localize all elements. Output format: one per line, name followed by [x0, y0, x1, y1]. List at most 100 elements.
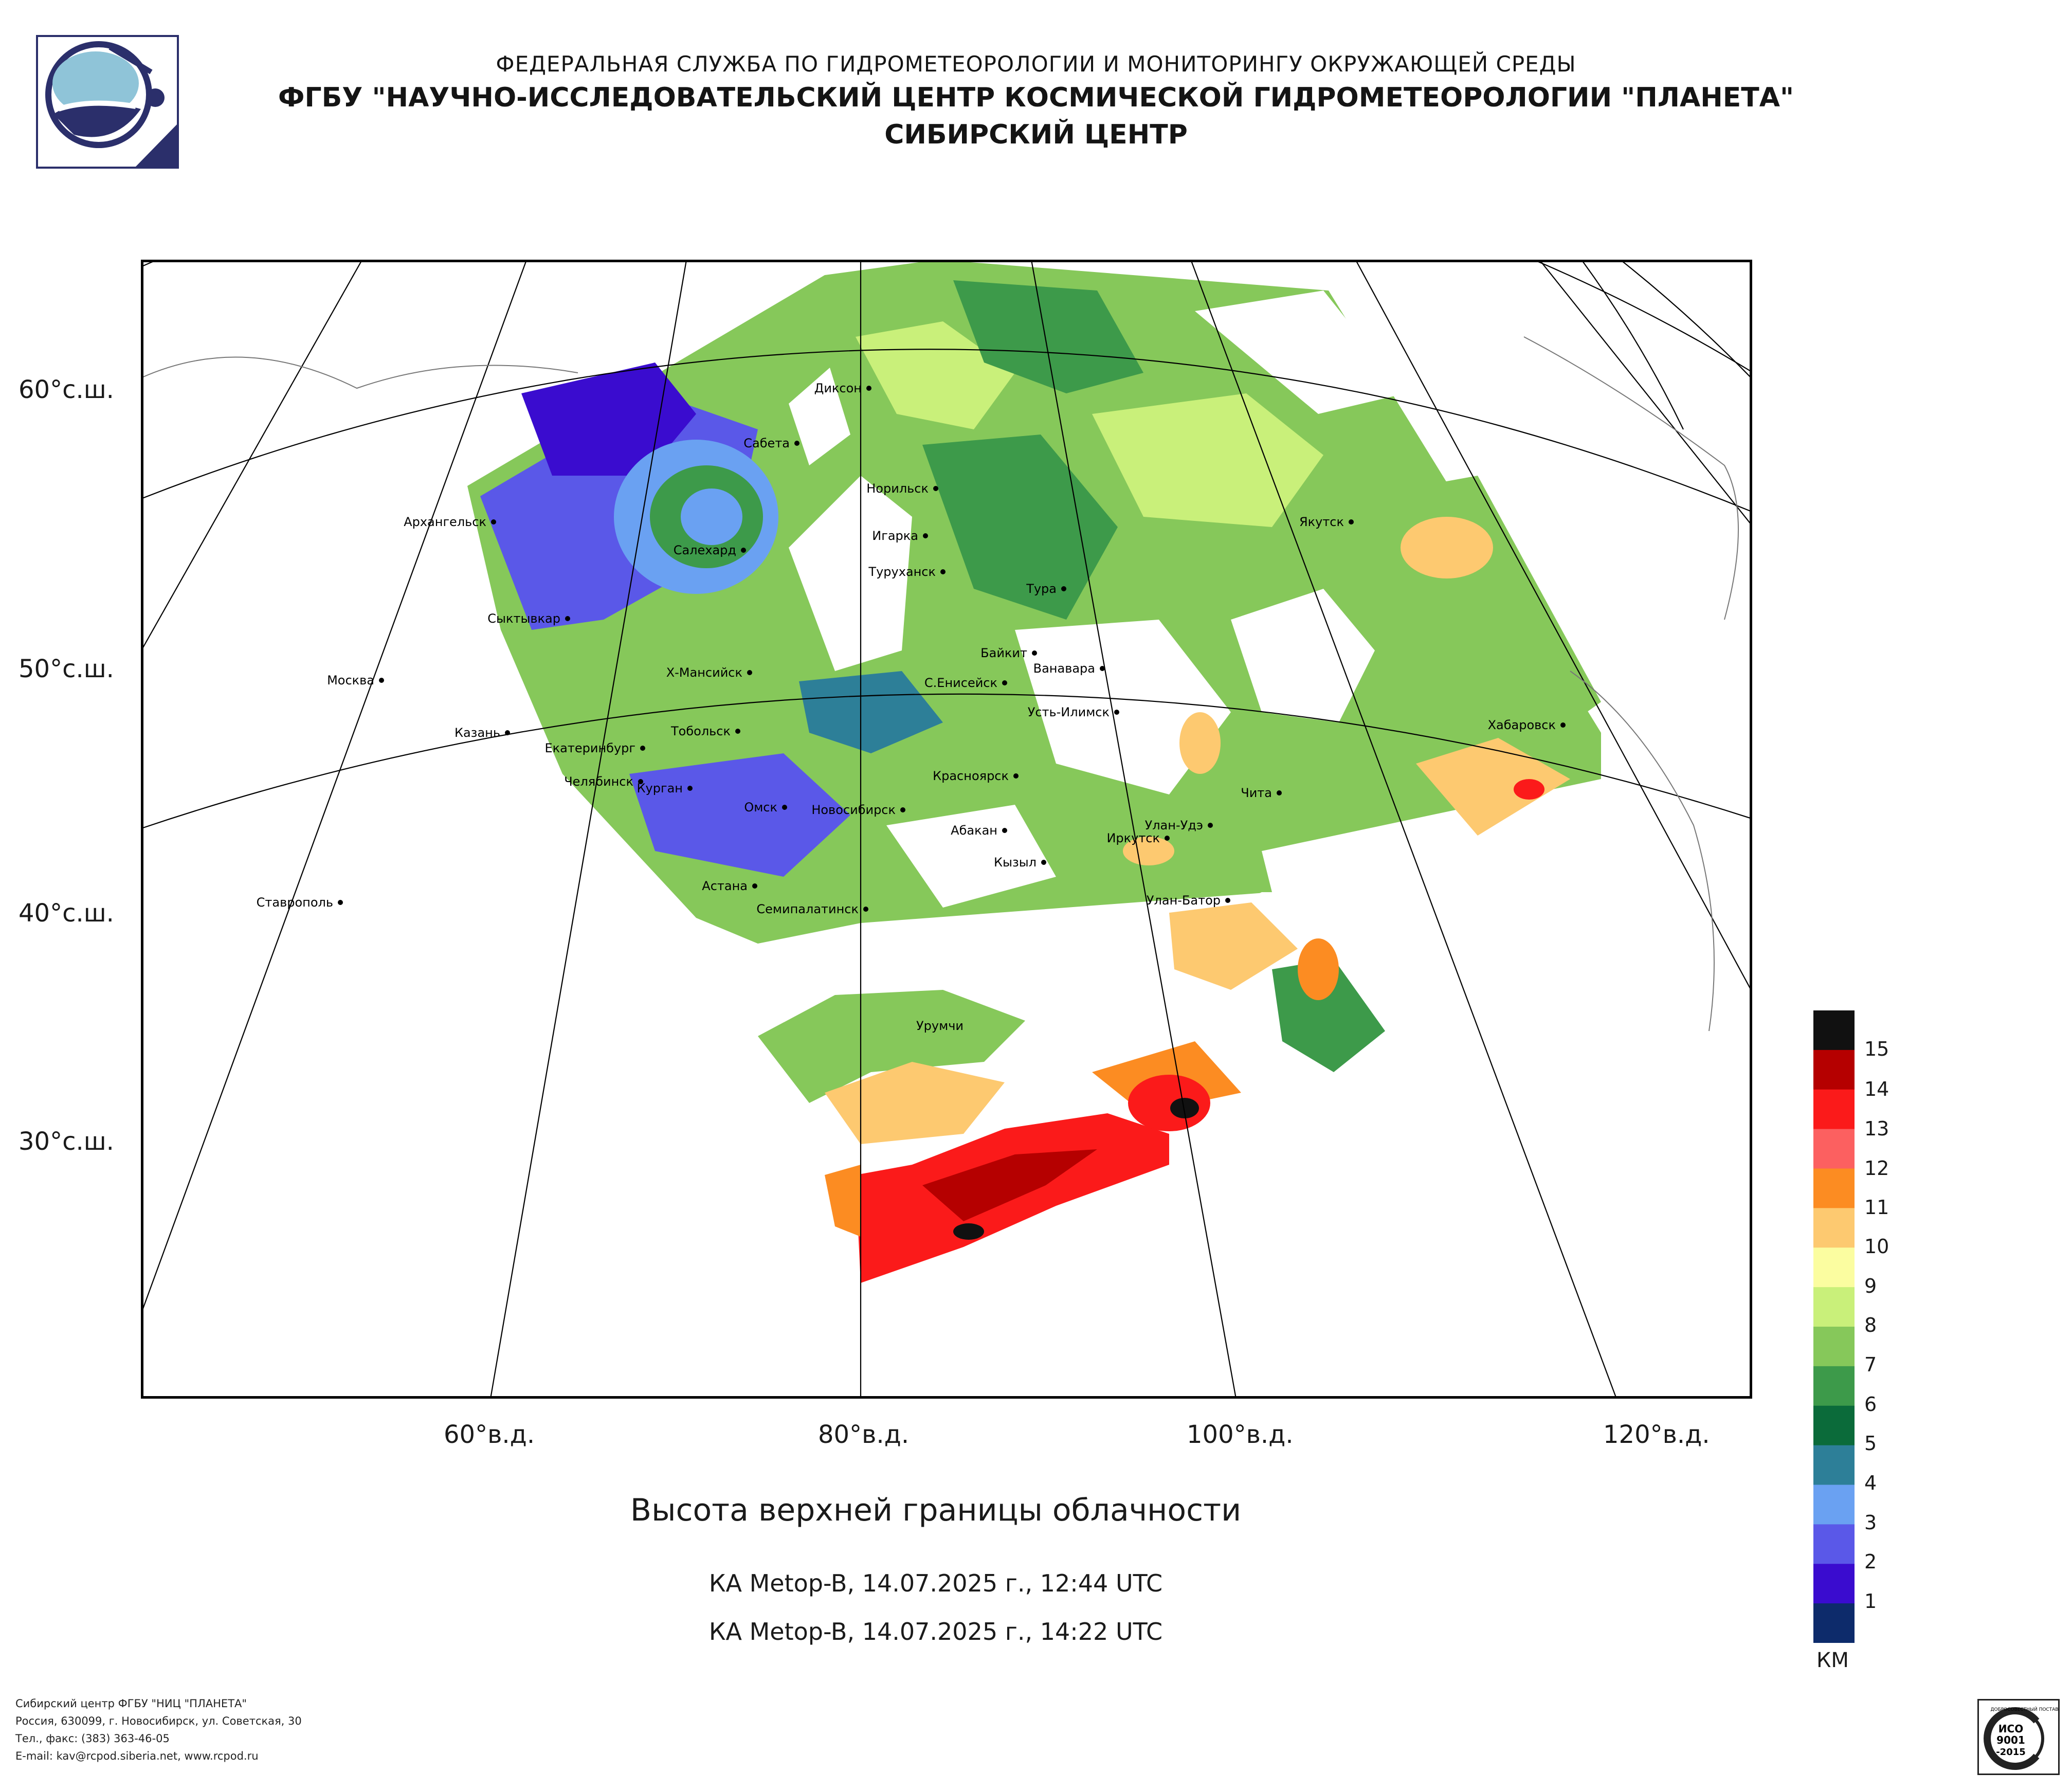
svg-text:Тура: Тура — [1026, 582, 1057, 596]
legend-label-6: 6 — [1864, 1393, 1877, 1416]
city-tobolsk: Тобольск — [670, 724, 740, 738]
city-sabeta: Сабета — [743, 436, 799, 450]
svg-text:Туруханск: Туруханск — [868, 565, 936, 579]
satellite-pass-1: КА Metop-B, 14.07.2025 г., 12:44 UTC — [708, 1569, 1163, 1597]
city-yakutsk: Якутск — [1299, 515, 1354, 529]
city-kazan: Казань — [455, 726, 510, 740]
city-chelyabinsk: Челябинск — [564, 774, 643, 789]
city-norilsk: Норильск — [866, 481, 938, 496]
cloud-swath-south — [758, 892, 1390, 1283]
svg-text:Х-Мансийск: Х-Мансийск — [666, 665, 742, 680]
svg-text:9001: 9001 — [1996, 1734, 2025, 1746]
cloud-top-height-map: Диксон Сабета Норильск Архангельск Салех… — [140, 259, 1753, 1399]
footer-line-4: E-mail: kav@rcpod.siberia.net, www.rcpod… — [15, 1750, 259, 1762]
svg-text:Красноярск: Красноярск — [933, 769, 1009, 783]
legend-label-14: 14 — [1864, 1078, 1889, 1100]
city-kh-mansiysk: Х-Мансийск — [666, 665, 752, 680]
city-dikson: Диксон — [814, 381, 871, 395]
legend-label-1: 1 — [1864, 1590, 1877, 1613]
svg-text:Абакан: Абакан — [951, 823, 997, 838]
svg-text:Новосибирск: Новосибирск — [811, 803, 896, 817]
legend-swatch — [1813, 1327, 1855, 1367]
svg-text:Диксон: Диксон — [814, 381, 862, 395]
city-semipalatinsk: Семипалатинск — [756, 902, 868, 916]
svg-text:Салехард: Салехард — [674, 543, 736, 557]
svg-text:Тобольск: Тобольск — [670, 724, 731, 738]
legend-label-4: 4 — [1864, 1472, 1877, 1494]
svg-text:Москва: Москва — [327, 673, 374, 688]
lat-label-30: 30°с.ш. — [19, 1127, 114, 1156]
map-frame — [140, 259, 1753, 1399]
svg-text:С.Енисейск: С.Енисейск — [924, 676, 997, 690]
cloud-swath-north — [467, 260, 1601, 944]
svg-text:Ванавара: Ванавара — [1033, 661, 1095, 676]
svg-text:Норильск: Норильск — [866, 481, 929, 496]
city-igarka: Игарка — [872, 529, 928, 543]
city-khabarovsk: Хабаровск — [1488, 718, 1566, 732]
legend-swatch — [1813, 1010, 1855, 1051]
legend-label-7: 7 — [1864, 1353, 1877, 1376]
legend-swatch — [1813, 1603, 1855, 1643]
city-yekaterinburg: Екатеринбург — [545, 741, 645, 755]
city-chita: Чита — [1241, 786, 1282, 800]
svg-text:Архангельск: Архангельск — [404, 515, 486, 529]
planeta-logo — [36, 35, 179, 169]
legend-swatch — [1813, 1485, 1855, 1525]
legend-swatch — [1813, 1050, 1855, 1090]
city-baykit: Байкит — [980, 646, 1037, 660]
city-s-eniseysk: С.Енисейск — [924, 676, 1007, 690]
legend-unit: КМ — [1816, 1649, 1849, 1672]
map-title: Высота верхней границы облачности — [630, 1492, 1242, 1528]
svg-text:ИСО: ИСО — [1998, 1723, 2023, 1735]
coastlines — [141, 336, 1739, 1032]
legend-label-2: 2 — [1864, 1550, 1877, 1573]
lon-label-120: 120°в.д. — [1603, 1420, 1710, 1449]
footer-line-3: Тел., факс: (383) 363-46-05 — [15, 1732, 170, 1745]
satellite-pass-2: КА Metop-B, 14.07.2025 г., 14:22 UTC — [708, 1618, 1163, 1645]
lon-label-60: 60°в.д. — [444, 1420, 535, 1449]
svg-text:Казань: Казань — [455, 726, 500, 740]
city-stavropol: Ставрополь — [257, 895, 343, 910]
city-novosibirsk: Новосибирск — [811, 803, 905, 817]
svg-text:Усть-Илимск: Усть-Илимск — [1028, 705, 1110, 719]
iso-certification-badge: ДОБРОСОВЕСТНЫЙ ПОСТАВЩИК ИСО 9001 -2015 — [1977, 1699, 2070, 1775]
city-abakan: Абакан — [951, 823, 1007, 838]
city-vanavara: Ванавара — [1033, 661, 1105, 676]
city-ust-ilimsk: Усть-Илимск — [1028, 705, 1119, 719]
svg-text:Улан-Удэ: Улан-Удэ — [1145, 818, 1203, 833]
svg-text:Сабета: Сабета — [743, 436, 790, 450]
graticule — [141, 260, 1752, 1399]
footer-line-1: Сибирский центр ФГБУ "НИЦ "ПЛАНЕТА" — [15, 1697, 247, 1710]
city-turukhansk: Туруханск — [868, 565, 946, 579]
svg-text:Семипалатинск: Семипалатинск — [756, 902, 859, 916]
lon-label-100: 100°в.д. — [1187, 1420, 1294, 1449]
svg-text:Урумчи: Урумчи — [916, 1019, 964, 1033]
legend-swatch — [1813, 1129, 1855, 1169]
city-arkhangelsk: Архангельск — [404, 515, 496, 529]
legend-label-11: 11 — [1864, 1196, 1889, 1219]
city-kyzyl: Кызыл — [994, 855, 1046, 870]
legend-label-8: 8 — [1864, 1314, 1877, 1336]
city-astana: Астана — [702, 879, 757, 893]
svg-text:Улан-Батор: Улан-Батор — [1147, 893, 1221, 908]
legend-label-13: 13 — [1864, 1117, 1889, 1140]
legend-label-5: 5 — [1864, 1432, 1877, 1455]
city-tura: Тура — [1026, 582, 1066, 596]
city-kurgan: Курган — [637, 781, 693, 795]
svg-text:Кызыл: Кызыл — [994, 855, 1037, 870]
svg-text:Чита: Чита — [1241, 786, 1272, 800]
svg-text:Якутск: Якутск — [1299, 515, 1344, 529]
legend-label-15: 15 — [1864, 1038, 1889, 1060]
legend-swatch — [1813, 1524, 1855, 1564]
footer-contacts: Сибирский центр ФГБУ "НИЦ "ПЛАНЕТА" Росс… — [15, 1695, 302, 1765]
height-legend — [1813, 1010, 1855, 1643]
svg-text:Ставрополь: Ставрополь — [257, 895, 333, 910]
svg-text:Курган: Курган — [637, 781, 683, 795]
footer-line-2: Россия, 630099, г. Новосибирск, ул. Сове… — [15, 1715, 302, 1727]
city-ulan-ude: Улан-Удэ — [1145, 818, 1213, 833]
lon-label-80: 80°в.д. — [818, 1420, 910, 1449]
legend-label-12: 12 — [1864, 1157, 1889, 1180]
city-urumqi: Урумчи — [916, 1019, 964, 1033]
legend-swatch — [1813, 1366, 1855, 1406]
header-branch: СИБИРСКИЙ ЦЕНТР — [884, 119, 1188, 150]
